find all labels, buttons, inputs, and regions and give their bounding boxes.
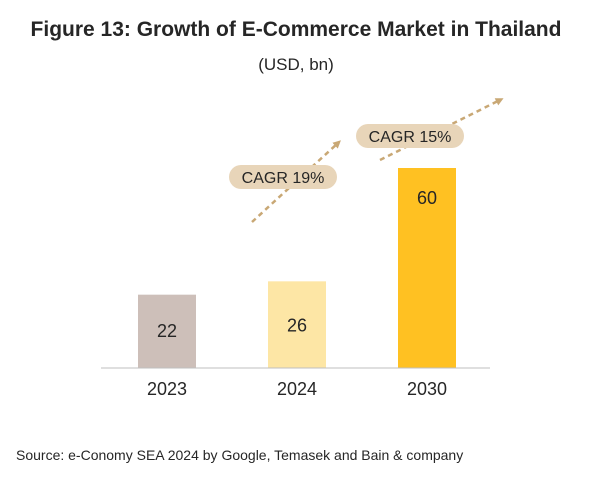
chart-title: Figure 13: Growth of E-Commerce Market i…: [30, 18, 562, 41]
bar-2024: [268, 281, 326, 368]
data-label-2023: 22: [157, 321, 177, 341]
cagr-label-bg-1: [229, 165, 337, 189]
x-tick-label-2024: 2024: [277, 379, 317, 399]
cagr-label-1: CAGR 19%: [242, 170, 325, 187]
x-tick-label-2023: 2023: [147, 379, 187, 399]
cagr-label-2: CAGR 15%: [369, 129, 452, 146]
data-label-2024: 26: [287, 316, 307, 336]
bar-2023: [138, 294, 196, 368]
chart-subtitle: (USD, bn): [258, 55, 334, 74]
source-note: Source: e-Conomy SEA 2024 by Google, Tem…: [16, 447, 464, 463]
bar-2030: [398, 168, 456, 368]
x-tick-label-2030: 2030: [407, 379, 447, 399]
data-label-2030: 60: [417, 188, 437, 208]
cagr-label-bg-2: [356, 124, 464, 148]
